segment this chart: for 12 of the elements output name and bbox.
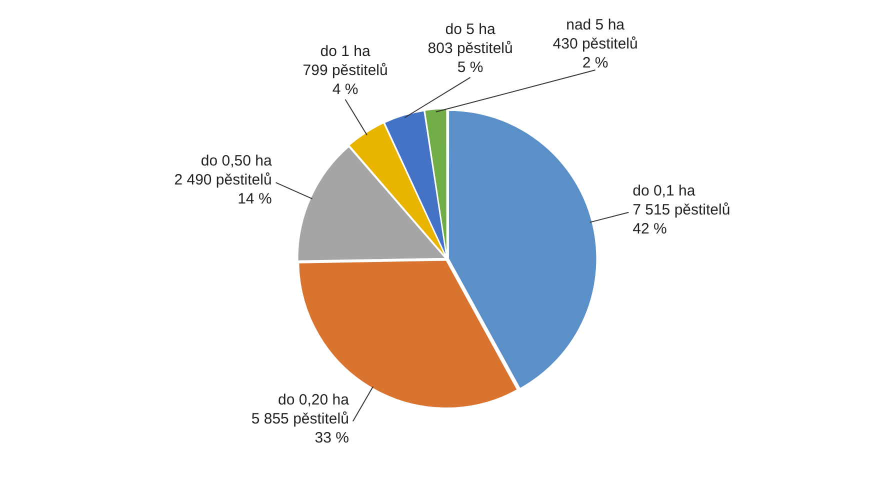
slice-label: do 5 ha: [445, 21, 496, 38]
data-label: 430 pěstitelů 2 %: [552, 36, 638, 72]
slice-label: do 0,50 ha: [200, 152, 272, 170]
data-label: 5 855 pěstitelů 33 %: [251, 410, 349, 446]
data-label: 799 pěstitelů 4 %: [302, 62, 388, 98]
slice-label: nad 5 ha: [566, 16, 626, 34]
slice-label: do 1 ha: [320, 43, 371, 60]
data-label: 803 pěstitelů 5 %: [428, 40, 513, 76]
slice-label: do 0,20 ha: [278, 391, 350, 408]
data-label: 2 490 pěstitelů 14 %: [174, 172, 272, 208]
slice-label: do 0,1 ha: [632, 182, 696, 200]
data-label: 7 515 pěstitelů 42 %: [632, 202, 730, 238]
